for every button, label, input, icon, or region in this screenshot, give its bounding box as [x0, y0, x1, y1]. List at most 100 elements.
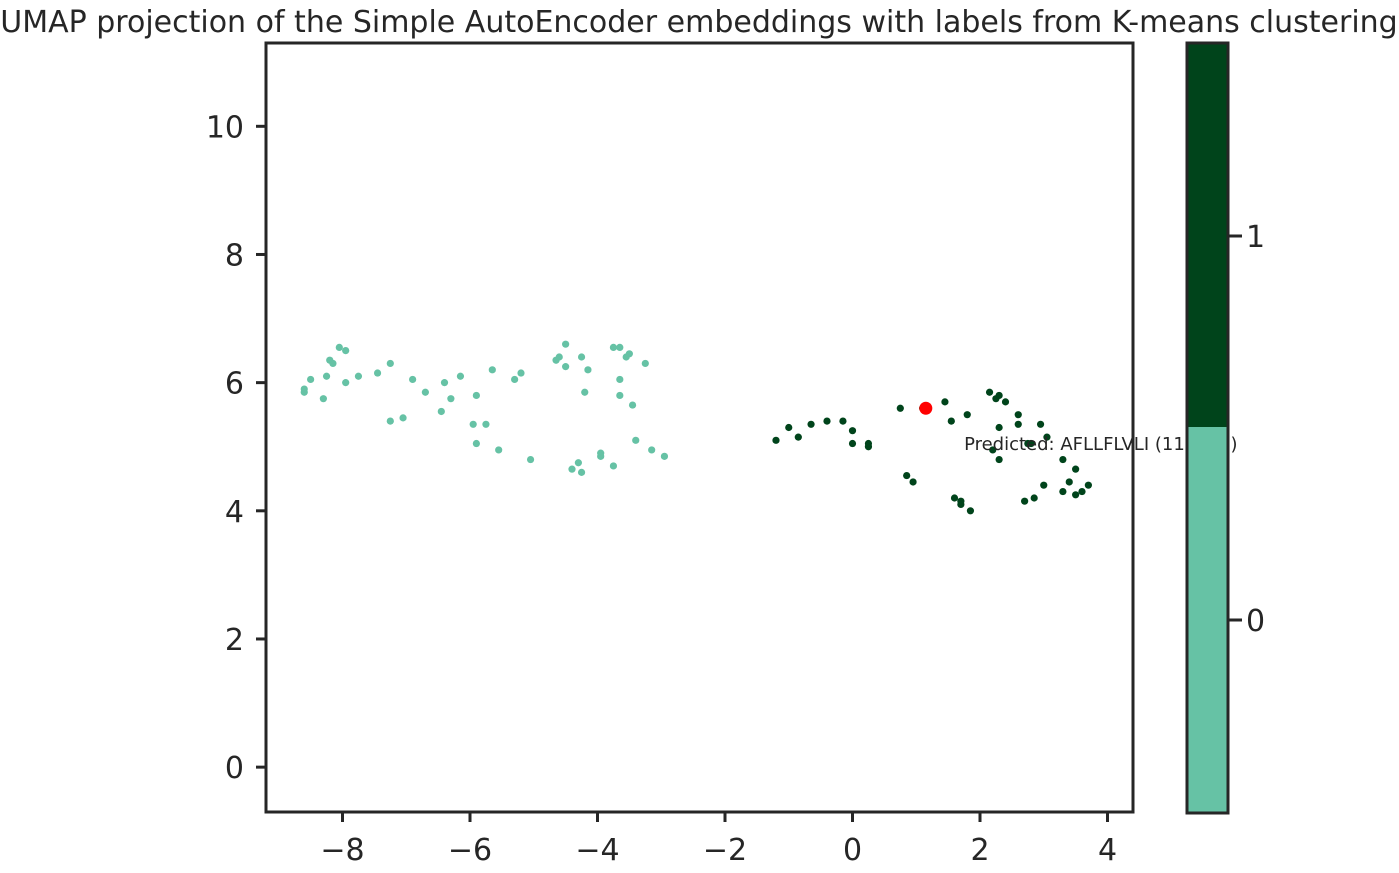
scatter-point — [1078, 487, 1086, 496]
scatter-point — [447, 395, 455, 403]
scatter-point — [839, 417, 847, 425]
scatter-point — [440, 379, 449, 387]
scatter-point — [947, 417, 955, 425]
scatter-point — [421, 388, 429, 396]
scatter-point — [1084, 481, 1092, 489]
scatter-point — [472, 439, 480, 448]
scatter-point — [616, 391, 624, 400]
scatter-point — [950, 494, 959, 502]
scatter-point — [354, 372, 363, 380]
colorbar-segment-1 — [1187, 43, 1228, 427]
scatter-point — [794, 433, 802, 441]
scatter-point — [386, 359, 394, 368]
scatter-point — [909, 478, 917, 486]
colorbar-segment-0 — [1187, 427, 1228, 813]
scatter-point — [562, 363, 570, 371]
scatter-point — [577, 468, 586, 476]
scatter-point — [577, 353, 586, 361]
scatter-point — [456, 372, 465, 380]
scatter-point — [957, 497, 965, 505]
scatter-point — [1065, 478, 1073, 486]
scatter-point — [995, 423, 1003, 432]
scatter-point — [437, 407, 445, 416]
y-tick-label: 10 — [206, 110, 244, 145]
scatter-point — [472, 391, 480, 400]
colorbar-frame — [1185, 41, 1230, 815]
scatter-point — [1027, 439, 1035, 448]
scatter-point — [1014, 420, 1022, 428]
scatter-point — [1030, 494, 1038, 502]
x-tick-label: −2 — [703, 833, 747, 868]
scatter-point — [995, 391, 1003, 400]
y-tick-label: 6 — [225, 367, 244, 402]
scatter-point — [562, 340, 570, 348]
scatter-point — [616, 375, 624, 384]
scatter-point — [322, 372, 331, 380]
plot-area: Predicted: AFLLFLVLI (11.06%) — [264, 41, 1238, 814]
y-tick-label: 4 — [225, 495, 244, 530]
scatter-point — [335, 343, 343, 351]
y-axis: 0 2 4 6 8 10 — [206, 110, 266, 786]
x-tick-label: 2 — [970, 833, 989, 868]
scatter-point — [985, 388, 994, 396]
scatter-point — [342, 347, 350, 355]
scatter-point — [609, 462, 618, 470]
scatter-point — [864, 439, 873, 448]
scatter-point — [342, 379, 350, 387]
scatter-point — [1036, 420, 1045, 428]
scatter-point — [772, 436, 780, 444]
scatter-point — [1021, 497, 1029, 505]
scatter-point — [1040, 481, 1048, 489]
highlighted-prediction-point — [919, 401, 933, 415]
scatter-point — [989, 446, 997, 454]
scatter-point — [896, 404, 904, 412]
scatter-point — [574, 459, 582, 467]
scatter-point — [373, 369, 382, 377]
scatter-point — [625, 350, 633, 358]
x-tick-label: −6 — [448, 833, 492, 868]
scatter-point — [1059, 487, 1067, 496]
scatter-point — [584, 366, 592, 374]
scatter-point — [300, 388, 308, 396]
scatter-point — [848, 427, 857, 435]
scatter-point — [966, 507, 975, 515]
x-axis: −8 −6 −4 −2 0 2 4 — [320, 812, 1117, 868]
scatter-point — [609, 343, 618, 351]
scatter-point — [1001, 398, 1010, 406]
scatter-point — [807, 420, 815, 428]
scatter-point — [660, 452, 669, 460]
scatter-point — [568, 465, 576, 473]
scatter-point — [495, 446, 503, 454]
colorbar-label-0: 0 — [1246, 604, 1265, 639]
scatter-point — [581, 388, 589, 396]
scatter-point — [648, 446, 656, 454]
scatter-point — [632, 436, 640, 444]
scatter-point — [526, 455, 535, 464]
scatter-point — [628, 401, 637, 409]
scatter-point — [488, 366, 496, 374]
scatter-point — [1059, 455, 1067, 464]
y-tick-label: 0 — [225, 751, 244, 786]
scatter-point — [1072, 465, 1080, 473]
x-tick-label: 4 — [1098, 833, 1117, 868]
scatter-point — [511, 375, 519, 384]
scatter-point — [329, 359, 337, 368]
scatter-point — [597, 452, 605, 460]
scatter-point — [555, 353, 563, 361]
scatter-point — [307, 375, 315, 384]
scatter-point — [616, 343, 624, 351]
scatter-point — [641, 359, 649, 368]
scatter-point — [482, 420, 490, 428]
scatter-point — [517, 369, 525, 377]
prediction-annotation: Predicted: AFLLFLVLI (11.06%) — [964, 434, 1237, 455]
y-tick-label: 2 — [225, 623, 244, 658]
scatter-point — [963, 411, 971, 419]
colorbar-label-1: 1 — [1246, 220, 1265, 255]
scatter-point — [941, 398, 949, 406]
chart-title: UMAP projection of the Simple AutoEncode… — [0, 5, 1397, 40]
x-tick-label: −8 — [320, 833, 364, 868]
x-tick-label: −4 — [575, 833, 619, 868]
scatter-point — [785, 423, 793, 432]
x-tick-label: 0 — [843, 833, 862, 868]
